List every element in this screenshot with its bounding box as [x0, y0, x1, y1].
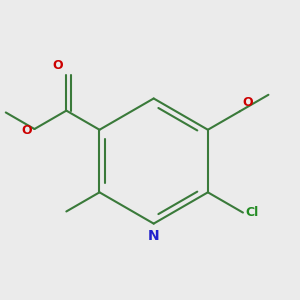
Text: O: O — [53, 59, 63, 72]
Text: Cl: Cl — [245, 206, 258, 219]
Text: O: O — [21, 124, 32, 137]
Text: N: N — [148, 230, 160, 244]
Text: O: O — [242, 96, 253, 109]
